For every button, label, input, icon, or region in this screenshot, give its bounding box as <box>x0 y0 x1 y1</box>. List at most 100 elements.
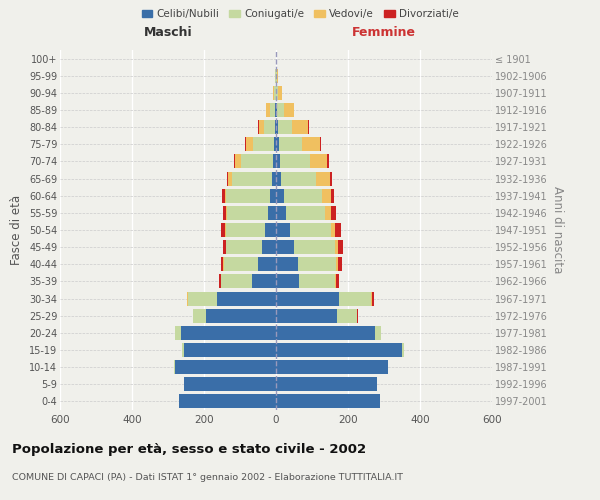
Bar <box>276 172 281 185</box>
Bar <box>290 223 331 237</box>
Bar <box>226 223 265 237</box>
Bar <box>276 394 380 408</box>
Bar <box>246 138 253 151</box>
Bar <box>320 138 321 151</box>
Bar <box>270 103 275 117</box>
Bar <box>184 378 276 392</box>
Bar <box>277 68 278 82</box>
Bar <box>331 223 335 237</box>
Bar <box>277 103 284 117</box>
Bar <box>281 172 316 185</box>
Bar <box>219 274 221 288</box>
Bar <box>276 274 299 288</box>
Bar <box>276 308 337 322</box>
Bar <box>222 188 224 202</box>
Bar <box>264 120 275 134</box>
Bar <box>278 86 283 100</box>
Bar <box>328 154 329 168</box>
Bar <box>276 188 284 202</box>
Bar <box>402 343 404 357</box>
Bar <box>284 103 295 117</box>
Bar <box>226 240 262 254</box>
Bar <box>276 343 402 357</box>
Bar <box>224 188 226 202</box>
Bar <box>338 258 342 272</box>
Bar <box>175 360 276 374</box>
Bar <box>221 223 225 237</box>
Bar <box>223 206 226 220</box>
Bar <box>235 154 241 168</box>
Bar <box>241 154 273 168</box>
Bar <box>325 206 331 220</box>
Bar <box>251 274 276 288</box>
Bar <box>279 138 302 151</box>
Text: Maschi: Maschi <box>143 26 193 39</box>
Bar <box>226 188 269 202</box>
Bar <box>331 188 334 202</box>
Bar <box>225 223 226 237</box>
Legend: Celibi/Nubili, Coniugati/e, Vedovi/e, Divorziati/e: Celibi/Nubili, Coniugati/e, Vedovi/e, Di… <box>137 5 463 24</box>
Bar <box>302 138 320 151</box>
Bar <box>275 120 276 134</box>
Bar <box>276 292 339 306</box>
Bar <box>274 86 275 100</box>
Bar <box>275 103 276 117</box>
Bar <box>276 326 375 340</box>
Bar <box>229 172 232 185</box>
Bar <box>276 120 278 134</box>
Bar <box>335 274 337 288</box>
Bar <box>337 308 357 322</box>
Bar <box>339 292 371 306</box>
Bar <box>273 154 276 168</box>
Bar <box>276 240 294 254</box>
Bar <box>375 326 382 340</box>
Bar <box>335 223 341 237</box>
Bar <box>259 120 264 134</box>
Bar <box>322 188 331 202</box>
Bar <box>316 172 330 185</box>
Bar <box>227 172 229 185</box>
Bar <box>274 138 276 151</box>
Bar <box>292 120 308 134</box>
Bar <box>335 240 338 254</box>
Bar <box>258 258 276 272</box>
Bar <box>266 103 270 117</box>
Bar <box>273 86 274 100</box>
Bar <box>330 172 332 185</box>
Bar <box>276 378 377 392</box>
Bar <box>182 343 184 357</box>
Bar <box>337 258 338 272</box>
Bar <box>269 188 276 202</box>
Bar <box>276 206 286 220</box>
Bar <box>227 206 268 220</box>
Bar <box>276 138 279 151</box>
Bar <box>268 206 276 220</box>
Bar <box>217 292 276 306</box>
Bar <box>232 172 272 185</box>
Text: Femmine: Femmine <box>352 26 416 39</box>
Bar <box>188 292 217 306</box>
Bar <box>181 326 276 340</box>
Bar <box>278 120 292 134</box>
Bar <box>276 223 290 237</box>
Text: COMUNE DI CAPACI (PA) - Dati ISTAT 1° gennaio 2002 - Elaborazione TUTTITALIA.IT: COMUNE DI CAPACI (PA) - Dati ISTAT 1° ge… <box>12 472 403 482</box>
Bar <box>265 223 276 237</box>
Y-axis label: Anni di nascita: Anni di nascita <box>551 186 565 274</box>
Bar <box>221 274 251 288</box>
Bar <box>331 206 336 220</box>
Bar <box>298 258 337 272</box>
Bar <box>253 138 274 151</box>
Bar <box>286 206 325 220</box>
Bar <box>276 154 280 168</box>
Bar <box>193 308 206 322</box>
Bar <box>371 292 372 306</box>
Bar <box>206 308 276 322</box>
Bar <box>262 240 276 254</box>
Text: Popolazione per età, sesso e stato civile - 2002: Popolazione per età, sesso e stato civil… <box>12 442 366 456</box>
Bar <box>372 292 374 306</box>
Bar <box>277 86 278 100</box>
Bar <box>276 258 298 272</box>
Bar <box>294 240 335 254</box>
Bar <box>276 103 277 117</box>
Bar <box>175 326 181 340</box>
